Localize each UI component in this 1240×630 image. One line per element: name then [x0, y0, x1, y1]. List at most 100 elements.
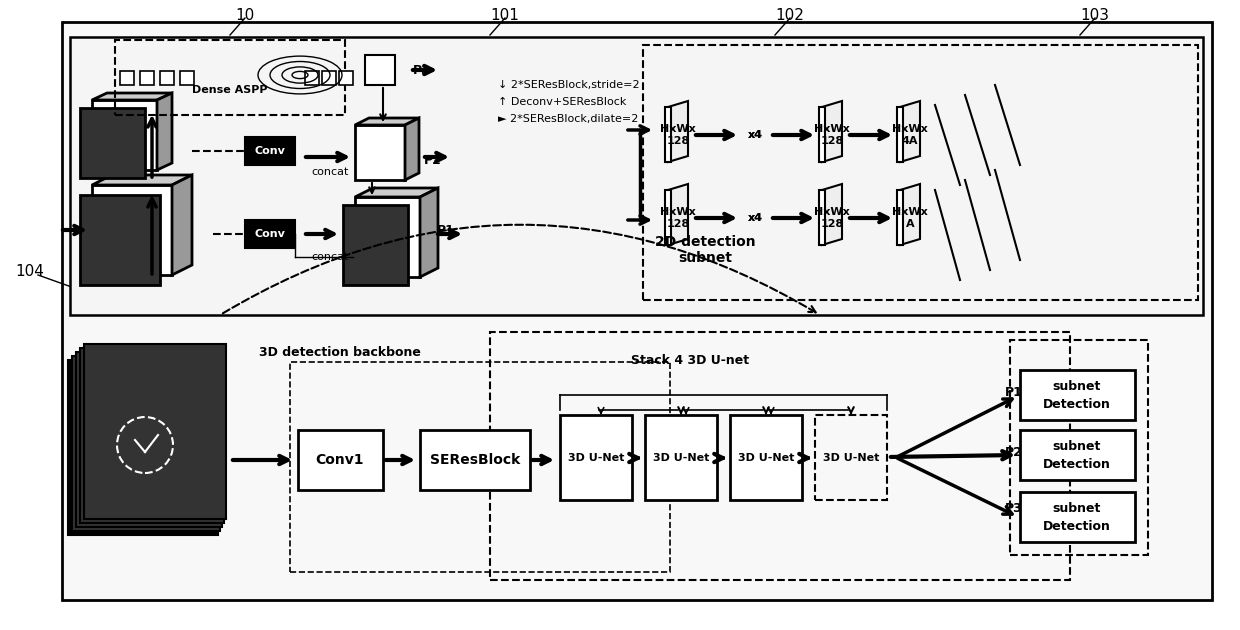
FancyBboxPatch shape — [62, 22, 1211, 600]
Text: HxWx
A: HxWx A — [892, 207, 928, 229]
Text: ↑ Deconv+SEResBlock: ↑ Deconv+SEResBlock — [498, 97, 626, 107]
FancyBboxPatch shape — [298, 430, 383, 490]
Text: HxWx
128: HxWx 128 — [660, 207, 696, 229]
Polygon shape — [355, 188, 438, 197]
FancyBboxPatch shape — [343, 205, 408, 285]
Text: 103: 103 — [1080, 8, 1110, 23]
Polygon shape — [822, 101, 842, 162]
FancyBboxPatch shape — [72, 356, 219, 531]
Text: 2D detection
subnet: 2D detection subnet — [655, 235, 755, 265]
Text: P2: P2 — [1004, 447, 1023, 459]
FancyBboxPatch shape — [1021, 492, 1135, 542]
Text: Detection: Detection — [1043, 398, 1111, 411]
Text: 3D U-Net: 3D U-Net — [738, 453, 794, 463]
Polygon shape — [92, 93, 172, 100]
Text: Conv: Conv — [254, 229, 285, 239]
FancyBboxPatch shape — [246, 137, 295, 165]
Text: Conv1: Conv1 — [316, 453, 365, 467]
FancyBboxPatch shape — [1021, 370, 1135, 420]
Text: Conv: Conv — [254, 146, 285, 156]
Text: subnet: subnet — [1053, 503, 1101, 515]
Polygon shape — [355, 118, 419, 125]
Text: 3D U-Net: 3D U-Net — [652, 453, 709, 463]
FancyBboxPatch shape — [81, 108, 145, 178]
Text: ↓ 2*SEResBlock,stride=2: ↓ 2*SEResBlock,stride=2 — [498, 80, 640, 90]
Text: 512x512x9 volume: 512x512x9 volume — [105, 347, 223, 357]
FancyBboxPatch shape — [92, 100, 157, 170]
Text: subnet: subnet — [1053, 440, 1101, 454]
Text: subnet: subnet — [1053, 381, 1101, 394]
Text: SEResBlock: SEResBlock — [430, 453, 520, 467]
FancyBboxPatch shape — [140, 71, 154, 85]
Text: HxWx
128: HxWx 128 — [815, 124, 849, 146]
Bar — [815, 415, 887, 500]
Text: HxWx
128: HxWx 128 — [660, 124, 696, 146]
Text: 10: 10 — [236, 8, 254, 23]
FancyBboxPatch shape — [84, 344, 226, 519]
FancyBboxPatch shape — [322, 71, 336, 85]
Text: x4: x4 — [748, 130, 763, 140]
Text: 104: 104 — [16, 265, 45, 280]
FancyBboxPatch shape — [818, 107, 825, 162]
FancyBboxPatch shape — [645, 415, 717, 500]
Text: Detection: Detection — [1043, 520, 1111, 532]
FancyBboxPatch shape — [160, 71, 174, 85]
Polygon shape — [900, 184, 920, 245]
Text: 3D U-Net: 3D U-Net — [823, 453, 879, 463]
Text: 102: 102 — [775, 8, 805, 23]
FancyBboxPatch shape — [92, 185, 172, 275]
FancyBboxPatch shape — [180, 71, 193, 85]
Polygon shape — [172, 175, 192, 275]
Text: Dense ASPP: Dense ASPP — [192, 85, 268, 95]
Text: x4: x4 — [748, 213, 763, 223]
Polygon shape — [92, 175, 192, 185]
FancyBboxPatch shape — [355, 197, 420, 277]
Text: P2: P2 — [424, 154, 441, 166]
FancyBboxPatch shape — [665, 107, 671, 162]
FancyBboxPatch shape — [120, 71, 134, 85]
FancyBboxPatch shape — [68, 360, 218, 535]
Polygon shape — [157, 93, 172, 170]
FancyBboxPatch shape — [665, 190, 671, 245]
FancyBboxPatch shape — [81, 348, 224, 523]
Bar — [290, 362, 670, 572]
Text: Detection: Detection — [1043, 457, 1111, 471]
Text: x4: x4 — [748, 213, 763, 223]
FancyBboxPatch shape — [560, 415, 632, 500]
Bar — [115, 40, 345, 115]
Text: P1: P1 — [436, 224, 455, 236]
Polygon shape — [822, 184, 842, 245]
Text: P1: P1 — [1004, 386, 1023, 399]
Polygon shape — [900, 101, 920, 162]
FancyBboxPatch shape — [420, 430, 529, 490]
Text: ► 2*SEResBlock,dilate=2: ► 2*SEResBlock,dilate=2 — [498, 114, 639, 124]
Bar — [1011, 340, 1148, 555]
Text: concat: concat — [311, 252, 348, 262]
Text: 3D detection backbone: 3D detection backbone — [259, 345, 420, 358]
FancyBboxPatch shape — [355, 125, 405, 180]
FancyBboxPatch shape — [339, 71, 353, 85]
FancyBboxPatch shape — [365, 55, 396, 85]
Text: Stack 4 3D U-net: Stack 4 3D U-net — [631, 353, 749, 367]
Text: P3: P3 — [1004, 501, 1023, 515]
FancyBboxPatch shape — [818, 190, 825, 245]
FancyBboxPatch shape — [730, 415, 802, 500]
Text: x4: x4 — [748, 130, 763, 140]
FancyBboxPatch shape — [69, 37, 1203, 315]
FancyBboxPatch shape — [897, 107, 903, 162]
FancyBboxPatch shape — [305, 71, 319, 85]
Polygon shape — [668, 101, 688, 162]
FancyBboxPatch shape — [246, 220, 295, 248]
Bar — [490, 332, 1070, 580]
Polygon shape — [668, 184, 688, 245]
Text: concat: concat — [311, 167, 348, 177]
FancyBboxPatch shape — [76, 352, 222, 527]
FancyBboxPatch shape — [1021, 430, 1135, 480]
Polygon shape — [405, 118, 419, 180]
Text: 101: 101 — [491, 8, 520, 23]
Text: HxWx
128: HxWx 128 — [815, 207, 849, 229]
Text: 3D U-Net: 3D U-Net — [568, 453, 624, 463]
Bar — [644, 45, 1198, 300]
Polygon shape — [420, 188, 438, 277]
Text: P3: P3 — [413, 64, 430, 76]
